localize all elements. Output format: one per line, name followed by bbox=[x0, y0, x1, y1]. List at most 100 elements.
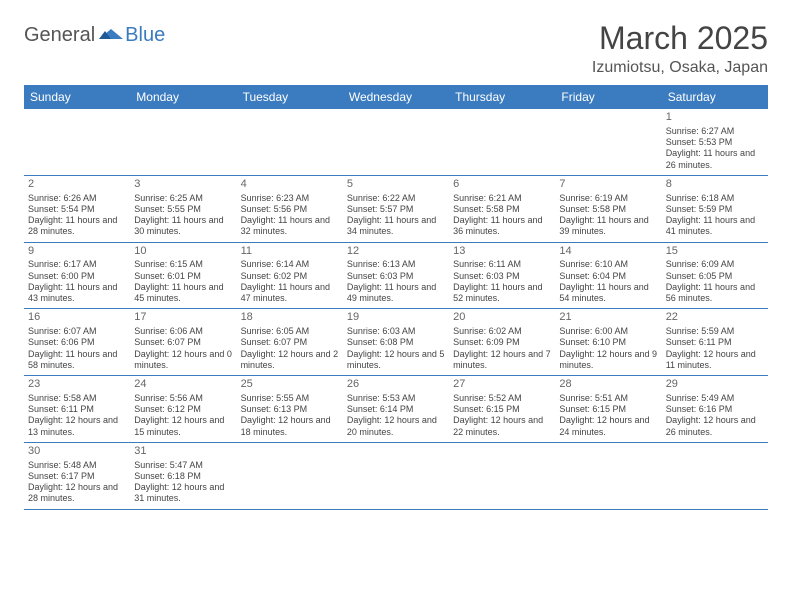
day-number: 3 bbox=[134, 178, 232, 192]
day-header-row: Sunday Monday Tuesday Wednesday Thursday… bbox=[24, 85, 768, 109]
sunrise-text: Sunrise: 6:25 AM bbox=[134, 193, 232, 204]
sunset-text: Sunset: 6:08 PM bbox=[347, 337, 445, 348]
calendar-day: 3Sunrise: 6:25 AMSunset: 5:55 PMDaylight… bbox=[130, 176, 236, 242]
calendar-day-empty bbox=[555, 443, 661, 509]
sunset-text: Sunset: 6:11 PM bbox=[28, 404, 126, 415]
daylight-text: Daylight: 11 hours and 47 minutes. bbox=[241, 282, 339, 305]
day-number: 31 bbox=[134, 445, 232, 459]
sunset-text: Sunset: 6:17 PM bbox=[28, 471, 126, 482]
calendar-day: 23Sunrise: 5:58 AMSunset: 6:11 PMDayligh… bbox=[24, 376, 130, 442]
sunset-text: Sunset: 5:59 PM bbox=[666, 204, 764, 215]
daylight-text: Daylight: 11 hours and 36 minutes. bbox=[453, 215, 551, 238]
sunrise-text: Sunrise: 5:55 AM bbox=[241, 393, 339, 404]
day-number: 14 bbox=[559, 245, 657, 259]
daylight-text: Daylight: 12 hours and 7 minutes. bbox=[453, 349, 551, 372]
daylight-text: Daylight: 12 hours and 28 minutes. bbox=[28, 482, 126, 505]
daylight-text: Daylight: 11 hours and 26 minutes. bbox=[666, 148, 764, 171]
day-number: 29 bbox=[666, 378, 764, 392]
sunset-text: Sunset: 6:02 PM bbox=[241, 271, 339, 282]
sunrise-text: Sunrise: 5:51 AM bbox=[559, 393, 657, 404]
sunrise-text: Sunrise: 6:22 AM bbox=[347, 193, 445, 204]
calendar-day: 5Sunrise: 6:22 AMSunset: 5:57 PMDaylight… bbox=[343, 176, 449, 242]
sunrise-text: Sunrise: 5:47 AM bbox=[134, 460, 232, 471]
sunrise-text: Sunrise: 5:49 AM bbox=[666, 393, 764, 404]
sunset-text: Sunset: 5:53 PM bbox=[666, 137, 764, 148]
day-number: 15 bbox=[666, 245, 764, 259]
day-number: 4 bbox=[241, 178, 339, 192]
calendar-day: 30Sunrise: 5:48 AMSunset: 6:17 PMDayligh… bbox=[24, 443, 130, 509]
sunset-text: Sunset: 6:11 PM bbox=[666, 337, 764, 348]
day-number: 12 bbox=[347, 245, 445, 259]
day-number: 17 bbox=[134, 311, 232, 325]
calendar-day: 10Sunrise: 6:15 AMSunset: 6:01 PMDayligh… bbox=[130, 243, 236, 309]
month-title: March 2025 bbox=[592, 20, 768, 57]
sunset-text: Sunset: 5:58 PM bbox=[559, 204, 657, 215]
sunset-text: Sunset: 6:16 PM bbox=[666, 404, 764, 415]
sunrise-text: Sunrise: 6:15 AM bbox=[134, 259, 232, 270]
day-name: Friday bbox=[555, 85, 661, 109]
sunrise-text: Sunrise: 6:10 AM bbox=[559, 259, 657, 270]
day-number: 21 bbox=[559, 311, 657, 325]
daylight-text: Daylight: 12 hours and 9 minutes. bbox=[559, 349, 657, 372]
sunset-text: Sunset: 5:54 PM bbox=[28, 204, 126, 215]
calendar-week: 2Sunrise: 6:26 AMSunset: 5:54 PMDaylight… bbox=[24, 176, 768, 243]
sunrise-text: Sunrise: 5:56 AM bbox=[134, 393, 232, 404]
day-number: 26 bbox=[347, 378, 445, 392]
daylight-text: Daylight: 11 hours and 49 minutes. bbox=[347, 282, 445, 305]
daylight-text: Daylight: 11 hours and 58 minutes. bbox=[28, 349, 126, 372]
calendar-day-empty bbox=[237, 109, 343, 175]
daylight-text: Daylight: 12 hours and 5 minutes. bbox=[347, 349, 445, 372]
day-number: 10 bbox=[134, 245, 232, 259]
day-number: 13 bbox=[453, 245, 551, 259]
sunset-text: Sunset: 6:14 PM bbox=[347, 404, 445, 415]
day-number: 8 bbox=[666, 178, 764, 192]
calendar-day: 16Sunrise: 6:07 AMSunset: 6:06 PMDayligh… bbox=[24, 309, 130, 375]
sunset-text: Sunset: 6:00 PM bbox=[28, 271, 126, 282]
sunrise-text: Sunrise: 6:27 AM bbox=[666, 126, 764, 137]
sunset-text: Sunset: 5:58 PM bbox=[453, 204, 551, 215]
sunset-text: Sunset: 6:18 PM bbox=[134, 471, 232, 482]
sunrise-text: Sunrise: 6:14 AM bbox=[241, 259, 339, 270]
daylight-text: Daylight: 11 hours and 56 minutes. bbox=[666, 282, 764, 305]
sunrise-text: Sunrise: 6:17 AM bbox=[28, 259, 126, 270]
day-number: 30 bbox=[28, 445, 126, 459]
sunrise-text: Sunrise: 6:07 AM bbox=[28, 326, 126, 337]
sunrise-text: Sunrise: 6:03 AM bbox=[347, 326, 445, 337]
daylight-text: Daylight: 11 hours and 30 minutes. bbox=[134, 215, 232, 238]
daylight-text: Daylight: 12 hours and 24 minutes. bbox=[559, 415, 657, 438]
daylight-text: Daylight: 11 hours and 54 minutes. bbox=[559, 282, 657, 305]
calendar-day: 19Sunrise: 6:03 AMSunset: 6:08 PMDayligh… bbox=[343, 309, 449, 375]
calendar-day: 20Sunrise: 6:02 AMSunset: 6:09 PMDayligh… bbox=[449, 309, 555, 375]
sunset-text: Sunset: 6:15 PM bbox=[453, 404, 551, 415]
weeks-container: 1Sunrise: 6:27 AMSunset: 5:53 PMDaylight… bbox=[24, 109, 768, 510]
day-name: Monday bbox=[130, 85, 236, 109]
calendar-day-empty bbox=[449, 109, 555, 175]
calendar-day: 22Sunrise: 5:59 AMSunset: 6:11 PMDayligh… bbox=[662, 309, 768, 375]
brand-logo: General Blue bbox=[24, 20, 165, 47]
calendar-day: 21Sunrise: 6:00 AMSunset: 6:10 PMDayligh… bbox=[555, 309, 661, 375]
location-label: Izumiotsu, Osaka, Japan bbox=[592, 59, 768, 77]
sunset-text: Sunset: 6:01 PM bbox=[134, 271, 232, 282]
calendar-day: 14Sunrise: 6:10 AMSunset: 6:04 PMDayligh… bbox=[555, 243, 661, 309]
calendar-day: 8Sunrise: 6:18 AMSunset: 5:59 PMDaylight… bbox=[662, 176, 768, 242]
daylight-text: Daylight: 12 hours and 15 minutes. bbox=[134, 415, 232, 438]
calendar-day: 11Sunrise: 6:14 AMSunset: 6:02 PMDayligh… bbox=[237, 243, 343, 309]
calendar-day: 18Sunrise: 6:05 AMSunset: 6:07 PMDayligh… bbox=[237, 309, 343, 375]
daylight-text: Daylight: 11 hours and 45 minutes. bbox=[134, 282, 232, 305]
day-number: 27 bbox=[453, 378, 551, 392]
sunrise-text: Sunrise: 6:05 AM bbox=[241, 326, 339, 337]
calendar-day-empty bbox=[343, 109, 449, 175]
daylight-text: Daylight: 11 hours and 32 minutes. bbox=[241, 215, 339, 238]
brand-flag-icon bbox=[99, 25, 123, 43]
calendar-day: 31Sunrise: 5:47 AMSunset: 6:18 PMDayligh… bbox=[130, 443, 236, 509]
calendar-day-empty bbox=[237, 443, 343, 509]
sunset-text: Sunset: 6:15 PM bbox=[559, 404, 657, 415]
calendar-day-empty bbox=[449, 443, 555, 509]
sunset-text: Sunset: 6:13 PM bbox=[241, 404, 339, 415]
sunset-text: Sunset: 6:06 PM bbox=[28, 337, 126, 348]
sunset-text: Sunset: 6:07 PM bbox=[134, 337, 232, 348]
daylight-text: Daylight: 11 hours and 39 minutes. bbox=[559, 215, 657, 238]
page-header: General Blue March 2025 Izumiotsu, Osaka… bbox=[24, 20, 768, 77]
day-name: Sunday bbox=[24, 85, 130, 109]
sunset-text: Sunset: 6:03 PM bbox=[347, 271, 445, 282]
